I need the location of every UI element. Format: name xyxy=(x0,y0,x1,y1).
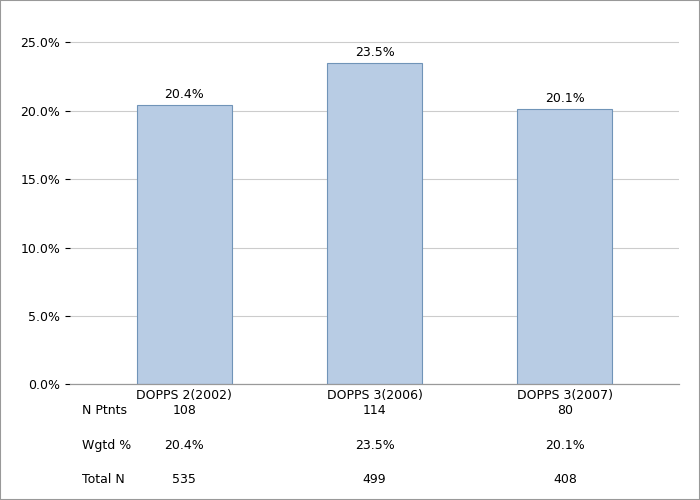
Text: 108: 108 xyxy=(172,404,196,417)
Text: 114: 114 xyxy=(363,404,386,417)
Text: 535: 535 xyxy=(172,473,196,486)
Text: 499: 499 xyxy=(363,473,386,486)
Text: Wgtd %: Wgtd % xyxy=(82,439,132,452)
Text: 20.1%: 20.1% xyxy=(545,439,584,452)
Text: Total N: Total N xyxy=(82,473,125,486)
Text: 20.4%: 20.4% xyxy=(164,439,204,452)
Bar xyxy=(517,110,612,384)
Bar xyxy=(327,63,422,384)
Text: 23.5%: 23.5% xyxy=(355,46,394,59)
Text: 408: 408 xyxy=(553,473,577,486)
Text: 23.5%: 23.5% xyxy=(355,439,394,452)
Text: 20.1%: 20.1% xyxy=(545,92,584,106)
Text: 20.4%: 20.4% xyxy=(164,88,204,101)
Bar xyxy=(136,106,232,384)
Text: 80: 80 xyxy=(556,404,573,417)
Text: N Ptnts: N Ptnts xyxy=(82,404,127,417)
